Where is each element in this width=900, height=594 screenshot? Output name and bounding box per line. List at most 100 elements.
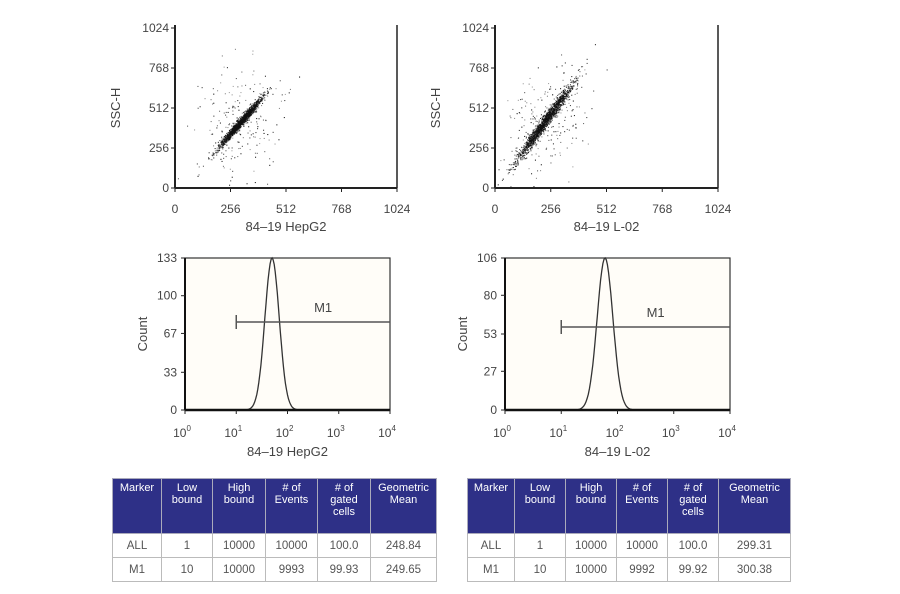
scatter-point <box>253 110 255 112</box>
scatter-point <box>523 150 525 152</box>
scatter-point <box>564 94 566 96</box>
scatter-point <box>262 119 264 121</box>
scatter-point <box>542 125 544 127</box>
scatter-point <box>215 150 217 152</box>
scatter-point <box>257 128 259 130</box>
scatter-point <box>231 147 233 149</box>
scatter-point <box>231 94 233 96</box>
scatter-point <box>551 109 553 111</box>
scatter-point <box>559 93 561 95</box>
scatter-point <box>198 174 200 176</box>
scatter-point <box>528 168 530 170</box>
scatter-point <box>573 85 575 87</box>
scatter-point <box>244 114 246 116</box>
scatter-point <box>234 107 236 109</box>
scatter-point <box>559 106 561 108</box>
scatter-point <box>547 123 549 125</box>
scatter-point <box>249 109 251 111</box>
scatter-point <box>249 104 251 106</box>
scatter-point <box>563 85 565 87</box>
scatter-point <box>220 140 222 142</box>
scatter-point <box>527 141 529 143</box>
scatter-point <box>251 112 253 114</box>
scatter-point <box>543 128 545 130</box>
scatter-point <box>267 95 269 97</box>
scatter-point <box>214 150 216 152</box>
scatter-point <box>222 143 224 145</box>
scatter-point <box>575 88 577 90</box>
scatter-point <box>228 132 230 134</box>
scatter-point <box>530 143 532 145</box>
scatter-point <box>246 118 248 120</box>
scatter-point <box>227 139 229 141</box>
scatter-point <box>253 106 255 108</box>
scatter-point <box>554 112 556 114</box>
scatter-point <box>549 110 551 112</box>
cell: 10000 <box>616 533 668 558</box>
scatter-point <box>537 125 539 127</box>
scatter-point <box>575 123 577 125</box>
scatter-point <box>539 130 541 132</box>
scatter-point <box>233 133 235 135</box>
scatter-point <box>544 121 546 123</box>
y-tick-label: 0 <box>482 181 489 195</box>
scatter-point <box>230 133 232 135</box>
scatter-point <box>507 100 509 102</box>
scatter-point <box>222 146 224 148</box>
plot-frame <box>504 257 731 411</box>
scatter-point <box>223 143 225 145</box>
scatter-point <box>548 110 550 112</box>
y-axis-label: Count <box>455 316 470 351</box>
scatter-point <box>530 141 532 143</box>
scatter-point <box>524 150 526 152</box>
scatter-point <box>572 82 574 84</box>
scatter-point <box>217 90 219 92</box>
scatter-point <box>530 138 532 140</box>
scatter-point <box>547 130 549 132</box>
scatter-point <box>236 120 238 122</box>
scatter-point <box>213 145 215 147</box>
scatter-point <box>548 115 550 117</box>
scatter-point <box>561 54 563 56</box>
cell: 10000 <box>565 533 617 558</box>
scatter-point <box>551 119 553 121</box>
scatter-point <box>228 107 230 109</box>
scatter-point <box>502 178 504 180</box>
scatter-point <box>535 138 537 140</box>
scatter-point <box>527 139 529 141</box>
scatter-point <box>534 131 536 133</box>
scatter-point <box>549 88 551 90</box>
scatter-point <box>540 131 542 133</box>
scatter-point <box>245 113 247 115</box>
scatter-point <box>509 169 511 171</box>
scatter-point <box>237 130 239 132</box>
scatter-point <box>227 136 229 138</box>
scatter-point <box>532 138 534 140</box>
scatter-point <box>561 94 563 96</box>
scatter-point <box>288 92 290 94</box>
scatter-point <box>549 120 551 122</box>
scatter-point <box>264 151 266 153</box>
scatter-point <box>532 143 534 145</box>
scatter-point <box>231 131 233 133</box>
scatter-point <box>558 110 560 112</box>
scatter-point <box>241 123 243 125</box>
scatter-point <box>532 134 534 136</box>
scatter-point <box>245 113 247 115</box>
scatter-point <box>524 100 526 102</box>
scatter-point <box>559 98 561 100</box>
scatter-point <box>534 143 536 145</box>
scatter-point <box>250 106 252 108</box>
scatter-point <box>566 110 568 112</box>
y-tick-label: 106 <box>477 251 497 265</box>
header-cell: Low bound <box>161 478 213 534</box>
scatter-point <box>238 141 240 143</box>
scatter-point <box>247 113 249 115</box>
scatter-point <box>546 116 548 118</box>
scatter-point <box>527 139 529 141</box>
scatter-point <box>534 132 536 134</box>
scatter-point <box>233 128 235 130</box>
scatter-point <box>239 116 241 118</box>
scatter-point <box>572 88 574 90</box>
scatter-point <box>537 128 539 130</box>
